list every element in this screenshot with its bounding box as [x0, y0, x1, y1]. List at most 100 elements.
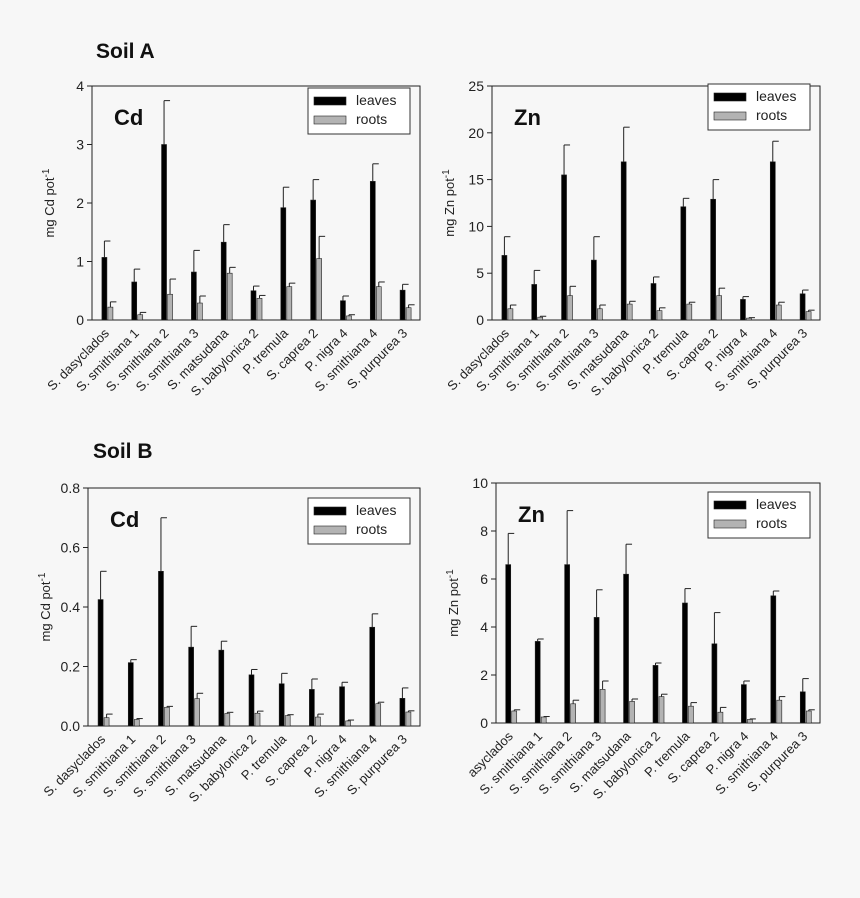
chart2-ytick-label: 0 [476, 312, 484, 328]
chart2-bar-roots [656, 310, 663, 321]
soil-b-heading: Soil B [93, 440, 153, 463]
chart2-ytick-label: 20 [468, 125, 484, 141]
chart4-legend-swatch-leaves [713, 500, 747, 510]
chart1-bar-roots [226, 272, 233, 321]
chart3-bar-roots [194, 698, 200, 727]
chart2-bar-leaves [740, 299, 746, 321]
chart4-bar-leaves [682, 602, 688, 724]
chart3-bar-leaves [248, 674, 255, 727]
chart2-bar-leaves [710, 198, 716, 321]
chart1-legend-label-leaves: leaves [356, 92, 396, 108]
chart4-chart-title: Zn [518, 502, 545, 527]
chart1-bar-roots [405, 307, 412, 321]
chart4-y-axis-label: mg Zn pot-1 [445, 569, 461, 637]
chart1-ytick-label: 1 [76, 254, 84, 270]
chart2-bar-leaves [620, 161, 627, 321]
chart3-bar-leaves [158, 570, 164, 727]
chart3-legend-box [307, 497, 411, 545]
chart2-legend-label-roots: roots [756, 107, 787, 123]
chart2-bar-roots [686, 303, 693, 321]
chart2-bar-roots [626, 303, 633, 321]
chart1-bar-roots [346, 315, 352, 321]
chart3-y-axis-label: mg Cd pot-1 [37, 572, 53, 641]
chart4-bar-leaves [593, 617, 600, 724]
chart3-bar-roots [103, 717, 110, 727]
chart3-legend-swatch-roots [313, 525, 347, 535]
chart1-ytick-label: 4 [76, 78, 84, 94]
chart4-legend-box [707, 491, 811, 539]
chart1-ytick-label: 3 [76, 137, 84, 153]
chart1-legend-box [307, 87, 411, 135]
chart3-bar-roots [164, 706, 170, 727]
chart4-bar-roots [629, 701, 635, 724]
chart2-bar-roots [716, 295, 722, 321]
chart2-legend-swatch-roots [713, 111, 747, 121]
chart3-bar-roots [315, 716, 321, 727]
chart1-chart-title: Cd [114, 105, 143, 130]
chart1-ytick-label: 0 [76, 312, 84, 328]
chart4-bar-roots [776, 699, 783, 724]
chart2-bar-leaves [531, 284, 538, 321]
chart4-bar-roots [658, 696, 665, 724]
chart2-bar-leaves [591, 259, 597, 321]
chart4-legend-swatch-roots [713, 519, 747, 529]
chart2-chart-title: Zn [514, 105, 541, 130]
chart2-legend-swatch-leaves [713, 92, 747, 102]
chart2-bar-roots [597, 308, 603, 321]
chart1-bar-roots [137, 314, 144, 321]
chart3-bar-roots [224, 713, 231, 727]
chart4-bar-roots [599, 689, 606, 724]
chart2-bar-leaves [769, 161, 776, 321]
chart3-bar-roots [405, 711, 412, 727]
chart1-bar-leaves [369, 181, 376, 321]
chart2-bar-roots [775, 304, 782, 321]
chart2-bar-leaves [501, 255, 508, 321]
chart2-bar-roots [507, 308, 514, 321]
chart4-bar-roots [540, 716, 547, 724]
chart1-legend-label-roots: roots [356, 111, 387, 127]
chart4-bar-roots [570, 703, 576, 724]
chart4-legend-label-leaves: leaves [756, 496, 796, 512]
chart2-bar-leaves [650, 283, 657, 321]
chart3-bar-leaves [339, 686, 345, 727]
chart1-legend-swatch-leaves [313, 96, 347, 106]
chart4-bar-roots [717, 711, 724, 724]
chart4-bar-leaves [741, 684, 747, 724]
chart3-bar-roots [133, 719, 140, 727]
chart3-bar-leaves [127, 662, 134, 727]
chart2-bar-roots [537, 316, 544, 321]
chart3-bar-roots [345, 720, 351, 727]
chart2-legend-box [707, 83, 811, 131]
chart3-ytick-label: 0.8 [61, 480, 81, 496]
chart2-ytick-label: 5 [476, 265, 484, 281]
chart3-ytick-label: 0.2 [61, 659, 81, 675]
chart3-bar-roots [375, 703, 382, 727]
chart3-legend-label-leaves: leaves [356, 502, 396, 518]
chart3-ytick-label: 0.0 [61, 718, 81, 734]
chart3-bar-leaves [218, 649, 225, 727]
chart3-bar-leaves [399, 698, 406, 727]
chart2-bar-roots [567, 295, 573, 321]
chart3-legend-swatch-leaves [313, 506, 347, 516]
chart2-ytick-label: 25 [468, 78, 484, 94]
chart4-ytick-label: 0 [480, 715, 488, 731]
chart1-bar-roots [375, 286, 382, 321]
chart2-legend-label-leaves: leaves [756, 88, 796, 104]
chart2-bar-roots [746, 317, 752, 321]
chart3-legend-label-roots: roots [356, 521, 387, 537]
chart2-ytick-label: 15 [468, 172, 484, 188]
chart4-bar-leaves [652, 665, 659, 724]
chart4-bar-leaves [711, 643, 718, 724]
chart3-bar-leaves [309, 689, 315, 727]
chart1-legend-swatch-roots [313, 115, 347, 125]
chart1-bar-roots [316, 258, 322, 321]
chart1-bar-leaves [250, 290, 257, 321]
chart3-bar-leaves [188, 646, 194, 727]
soil-a-heading: Soil A [96, 40, 155, 63]
chart4-legend-label-roots: roots [756, 515, 787, 531]
chart4-bar-leaves [770, 595, 777, 724]
chart4-bar-roots [805, 710, 812, 724]
chart3-bar-roots [284, 715, 291, 727]
chart1-bar-roots [256, 298, 263, 321]
